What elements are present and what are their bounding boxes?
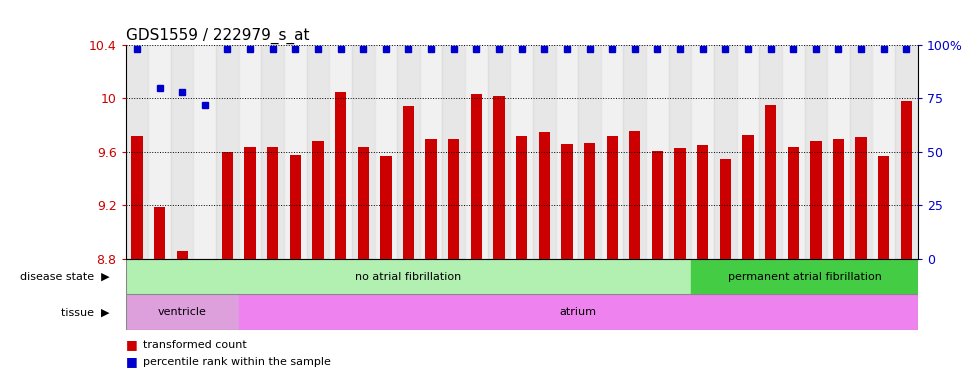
Bar bbox=[312, 141, 324, 259]
Bar bbox=[510, 45, 533, 259]
Bar bbox=[126, 294, 239, 330]
Bar bbox=[561, 144, 573, 259]
Text: ■: ■ bbox=[126, 339, 137, 351]
Bar bbox=[805, 45, 827, 259]
Bar bbox=[442, 45, 465, 259]
Bar bbox=[714, 45, 737, 259]
Bar bbox=[850, 45, 872, 259]
Bar bbox=[420, 45, 442, 259]
Bar bbox=[216, 45, 239, 259]
Bar bbox=[856, 137, 867, 259]
Bar bbox=[646, 45, 668, 259]
Bar bbox=[126, 259, 692, 294]
Bar bbox=[652, 150, 663, 259]
Bar bbox=[737, 45, 759, 259]
Bar bbox=[810, 141, 821, 259]
Bar bbox=[579, 45, 601, 259]
Bar bbox=[765, 105, 777, 259]
Bar bbox=[539, 132, 550, 259]
Bar bbox=[470, 94, 482, 259]
Bar bbox=[306, 45, 329, 259]
Bar bbox=[465, 45, 488, 259]
Bar bbox=[335, 92, 346, 259]
Bar bbox=[516, 136, 527, 259]
Bar bbox=[533, 45, 555, 259]
Bar bbox=[488, 45, 510, 259]
Bar bbox=[827, 45, 850, 259]
Text: ventricle: ventricle bbox=[157, 307, 207, 317]
Bar bbox=[601, 45, 623, 259]
Bar bbox=[131, 136, 143, 259]
Bar bbox=[381, 156, 391, 259]
Bar bbox=[742, 135, 753, 259]
Bar bbox=[668, 45, 692, 259]
Bar bbox=[148, 45, 171, 259]
Bar bbox=[629, 130, 640, 259]
Bar bbox=[193, 45, 216, 259]
Bar bbox=[262, 45, 284, 259]
Bar bbox=[872, 45, 895, 259]
Bar bbox=[833, 138, 844, 259]
Bar bbox=[448, 138, 460, 259]
Bar bbox=[583, 142, 595, 259]
Text: transformed count: transformed count bbox=[143, 340, 246, 350]
Bar bbox=[126, 45, 148, 259]
Bar bbox=[555, 45, 579, 259]
Bar bbox=[607, 136, 618, 259]
Bar bbox=[494, 96, 504, 259]
Bar bbox=[171, 45, 193, 259]
Bar bbox=[720, 159, 731, 259]
Bar bbox=[154, 207, 165, 259]
Bar bbox=[787, 147, 799, 259]
Bar bbox=[222, 152, 233, 259]
Bar bbox=[329, 45, 352, 259]
Bar bbox=[878, 156, 890, 259]
Text: no atrial fibrillation: no atrial fibrillation bbox=[355, 272, 462, 282]
Bar bbox=[239, 45, 262, 259]
Bar bbox=[900, 101, 912, 259]
Bar bbox=[267, 147, 278, 259]
Text: disease state  ▶: disease state ▶ bbox=[20, 272, 110, 282]
Bar bbox=[692, 259, 918, 294]
Text: atrium: atrium bbox=[559, 307, 597, 317]
Bar bbox=[692, 45, 714, 259]
Text: permanent atrial fibrillation: permanent atrial fibrillation bbox=[727, 272, 882, 282]
Text: ■: ■ bbox=[126, 356, 137, 368]
Bar bbox=[177, 251, 187, 259]
Text: tissue  ▶: tissue ▶ bbox=[61, 307, 110, 317]
Bar bbox=[697, 145, 708, 259]
Bar bbox=[244, 147, 256, 259]
Bar bbox=[759, 45, 781, 259]
Bar bbox=[239, 294, 918, 330]
Bar bbox=[781, 45, 805, 259]
Bar bbox=[375, 45, 397, 259]
Bar bbox=[425, 138, 437, 259]
Text: percentile rank within the sample: percentile rank within the sample bbox=[143, 357, 330, 367]
Bar bbox=[674, 148, 686, 259]
Bar bbox=[895, 45, 918, 259]
Bar bbox=[357, 147, 369, 259]
Bar bbox=[290, 154, 301, 259]
Bar bbox=[397, 45, 420, 259]
Bar bbox=[284, 45, 306, 259]
Text: GDS1559 / 222979_s_at: GDS1559 / 222979_s_at bbox=[126, 27, 309, 44]
Bar bbox=[623, 45, 646, 259]
Bar bbox=[403, 106, 414, 259]
Bar bbox=[352, 45, 375, 259]
